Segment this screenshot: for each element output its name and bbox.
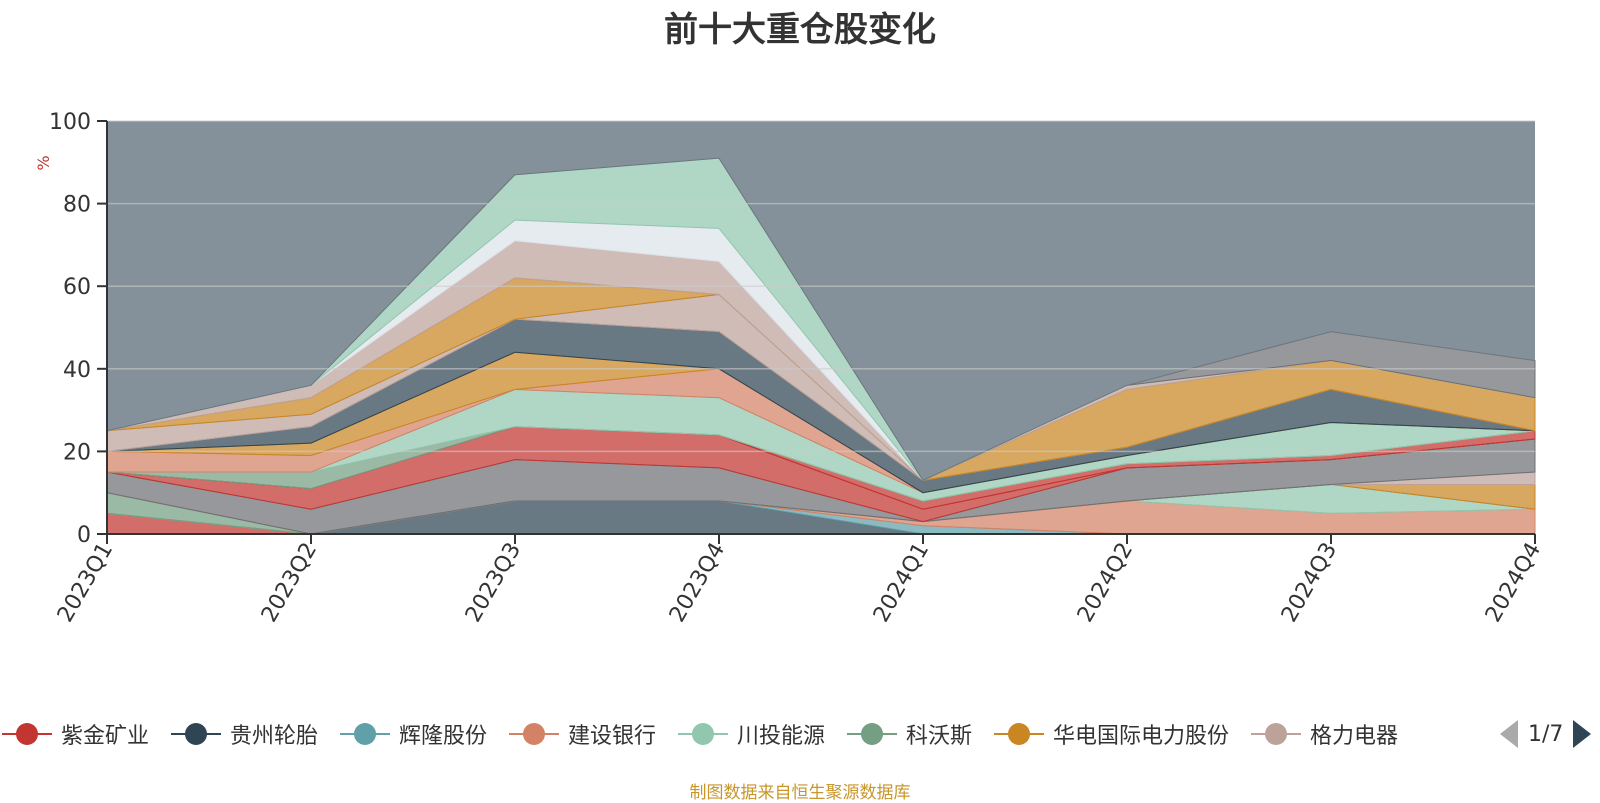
legend-marker-icon <box>2 721 52 747</box>
legend: 紫金矿业 贵州轮胎 辉隆股份 建设银行 川投能源 科沃斯 华电国际电力股份 格力电器 <box>0 712 1600 756</box>
x-tick-label: 2023Q2 <box>257 539 322 627</box>
y-tick-label: 40 <box>63 358 91 383</box>
legend-marker-icon <box>847 721 897 747</box>
legend-label: 格力电器 <box>1310 724 1399 749</box>
legend-prev-page-icon[interactable] <box>1500 720 1518 748</box>
legend-next-page-icon[interactable] <box>1573 720 1592 748</box>
legend-label: 华电国际电力股份 <box>1053 724 1230 749</box>
legend-pager: 1/7 <box>1500 712 1592 756</box>
legend-label: 川投能源 <box>737 724 826 749</box>
legend-page-indicator: 1/7 <box>1528 721 1564 747</box>
legend-label: 辉隆股份 <box>399 724 488 749</box>
legend-label: 贵州轮胎 <box>230 724 319 749</box>
legend-item[interactable]: 辉隆股份 <box>340 712 487 756</box>
y-tick-label: 20 <box>63 440 91 465</box>
legend-item[interactable]: 建设银行 <box>509 712 656 756</box>
y-tick-label: 100 <box>49 110 91 135</box>
y-tick-label: 0 <box>77 523 91 548</box>
x-tick-label: 2023Q3 <box>461 539 526 627</box>
legend-marker-icon <box>678 721 728 747</box>
legend-item[interactable]: 川投能源 <box>678 712 825 756</box>
legend-label: 建设银行 <box>568 724 657 749</box>
x-tick-label: 2023Q4 <box>665 539 730 627</box>
legend-item[interactable]: 华电国际电力股份 <box>994 712 1229 756</box>
y-tick-label: 60 <box>63 275 91 300</box>
legend-item[interactable]: 格力电器 <box>1251 712 1398 756</box>
legend-marker-icon <box>340 721 390 747</box>
source-note: 制图数据来自恒生聚源数据库 <box>689 783 911 803</box>
legend-item[interactable]: 贵州轮胎 <box>171 712 318 756</box>
x-tick-label: 2024Q4 <box>1481 539 1546 627</box>
legend-marker-icon <box>1251 721 1301 747</box>
legend-label: 科沃斯 <box>906 724 973 749</box>
legend-marker-icon <box>509 721 559 747</box>
y-axis-unit-label: % <box>34 155 53 170</box>
x-tick-label: 2024Q2 <box>1073 539 1138 627</box>
legend-label: 紫金矿业 <box>61 724 150 749</box>
x-tick-label: 2024Q3 <box>1277 539 1342 627</box>
x-tick-label: 2023Q1 <box>53 539 118 627</box>
y-tick-label: 80 <box>63 193 91 218</box>
stacked-areas <box>106 121 1536 535</box>
legend-marker-icon <box>994 721 1044 747</box>
legend-marker-icon <box>171 721 221 747</box>
chart-title: 前十大重仓股变化 <box>664 10 936 50</box>
legend-item[interactable]: 紫金矿业 <box>2 712 149 756</box>
x-tick-label: 2024Q1 <box>869 539 934 627</box>
area-remainder <box>107 121 1535 481</box>
legend-item[interactable]: 科沃斯 <box>847 712 972 756</box>
